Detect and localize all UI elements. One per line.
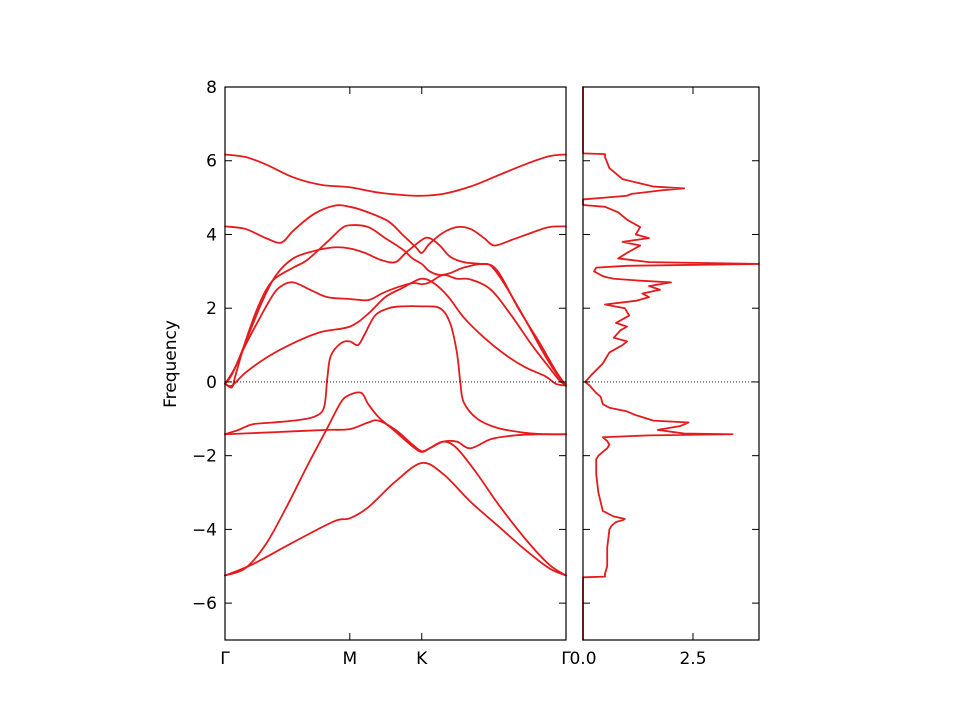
band-panel-ticks: −6 −4 −2 0 2 4 6 8 Γ M K Γ bbox=[192, 78, 571, 669]
band-line-10 bbox=[224, 153, 567, 197]
band-line-9 bbox=[224, 204, 567, 254]
band-line-4 bbox=[224, 305, 567, 436]
y-tick-label: 6 bbox=[206, 152, 217, 172]
x-tick-label: Γ bbox=[561, 649, 571, 669]
band-lines bbox=[224, 153, 567, 577]
dos-panel: 0.0 2.5 bbox=[569, 86, 760, 669]
band-line-2 bbox=[224, 391, 567, 577]
band-line-3 bbox=[224, 419, 567, 453]
y-tick-label: 0 bbox=[206, 373, 217, 393]
dos-curve bbox=[582, 86, 760, 641]
dos-x-tick-label: 0.0 bbox=[569, 649, 596, 669]
band-panel-frame bbox=[224, 86, 567, 641]
y-tick-label: 2 bbox=[206, 299, 217, 319]
y-axis-label: Frequency bbox=[161, 320, 181, 408]
y-tick-label: 4 bbox=[206, 225, 217, 245]
dos-x-tick-label: 2.5 bbox=[679, 649, 706, 669]
y-tick-label: −2 bbox=[192, 447, 217, 467]
y-tick-label: 8 bbox=[206, 78, 217, 98]
band-line-7 bbox=[224, 236, 567, 387]
x-tick-label: M bbox=[342, 649, 357, 669]
band-line-1 bbox=[224, 461, 567, 577]
y-tick-label: −4 bbox=[192, 520, 217, 540]
x-tick-label: Γ bbox=[220, 649, 230, 669]
band-structure-panel: −6 −4 −2 0 2 4 6 8 Γ M K Γ bbox=[192, 78, 571, 669]
band-line-6 bbox=[224, 274, 567, 387]
dos-panel-frame bbox=[582, 86, 760, 641]
dos-panel-ticks: 0.0 2.5 bbox=[569, 87, 759, 669]
x-tick-label: K bbox=[416, 649, 428, 669]
band-line-8 bbox=[224, 224, 567, 389]
y-tick-label: −6 bbox=[192, 594, 217, 614]
band-line-5 bbox=[224, 277, 567, 388]
